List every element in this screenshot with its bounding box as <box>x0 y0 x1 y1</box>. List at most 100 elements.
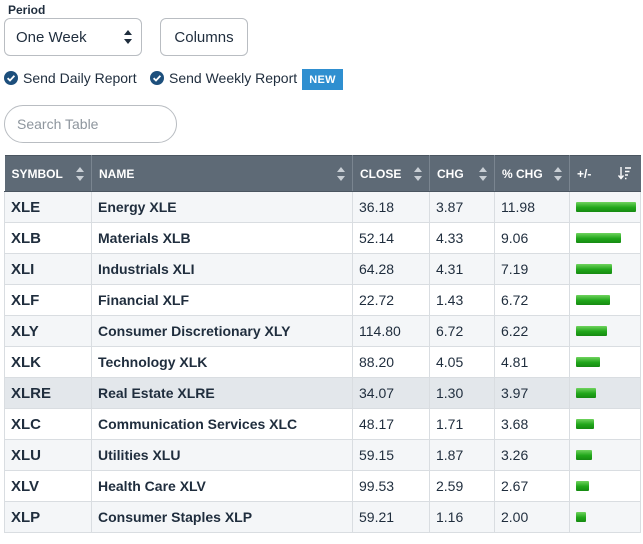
pct-chg-cell: 9.06 <box>494 222 570 254</box>
header-name[interactable]: NAME <box>91 155 353 192</box>
performance-bar-cell <box>569 408 641 440</box>
table-row[interactable]: XLU Utilities XLU 59.15 1.87 3.26 <box>4 439 641 471</box>
performance-bar <box>576 388 596 398</box>
chg-cell: 2.59 <box>429 470 495 502</box>
pct-chg-cell: 3.97 <box>494 377 570 409</box>
symbol-cell: XLV <box>4 470 92 502</box>
name-link[interactable]: Technology XLK <box>91 346 353 378</box>
pct-chg-cell: 11.98 <box>494 191 570 223</box>
name-link[interactable]: Industrials XLI <box>91 253 353 285</box>
pct-chg-cell: 3.26 <box>494 439 570 471</box>
chg-cell: 1.87 <box>429 439 495 471</box>
pct-chg-cell: 6.22 <box>494 315 570 347</box>
performance-bar <box>576 419 594 429</box>
sector-table: SYMBOL NAME CLOSE CHG % CHG +/- <box>4 155 641 533</box>
name-link[interactable]: Health Care XLV <box>91 470 353 502</box>
header-symbol[interactable]: SYMBOL <box>4 155 92 192</box>
columns-button[interactable]: Columns <box>160 18 248 56</box>
performance-bar <box>576 202 636 212</box>
performance-bar <box>576 295 610 305</box>
name-link[interactable]: Consumer Staples XLP <box>91 501 353 533</box>
table-header-row: SYMBOL NAME CLOSE CHG % CHG +/- <box>4 155 641 192</box>
period-label: Period <box>8 3 46 17</box>
performance-bar-cell <box>569 191 641 223</box>
table-row[interactable]: XLE Energy XLE 36.18 3.87 11.98 <box>4 191 641 223</box>
header-pct-chg[interactable]: % CHG <box>494 155 570 192</box>
name-link[interactable]: Financial XLF <box>91 284 353 316</box>
performance-bar-cell <box>569 501 641 533</box>
header-chg[interactable]: CHG <box>429 155 495 192</box>
header-pct-chg-label: % CHG <box>502 166 543 181</box>
send-daily-report-option[interactable]: Send Daily Report <box>4 70 137 86</box>
table-row[interactable]: XLF Financial XLF 22.72 1.43 6.72 <box>4 284 641 316</box>
check-circle-icon[interactable] <box>4 71 18 85</box>
header-plus-minus-label: +/- <box>577 166 592 181</box>
table-row[interactable]: XLRE Real Estate XLRE 34.07 1.30 3.97 <box>4 377 641 409</box>
performance-bar <box>576 233 621 243</box>
chg-cell: 3.87 <box>429 191 495 223</box>
name-link[interactable]: Utilities XLU <box>91 439 353 471</box>
performance-bar <box>576 357 600 367</box>
table-row[interactable]: XLY Consumer Discretionary XLY 114.80 6.72 6… <box>4 315 641 347</box>
chg-cell: 1.16 <box>429 501 495 533</box>
pct-chg-cell: 3.68 <box>494 408 570 440</box>
search-table-input[interactable] <box>4 105 177 143</box>
name-link[interactable]: Consumer Discretionary XLY <box>91 315 353 347</box>
symbol-cell: XLI <box>4 253 92 285</box>
pct-chg-cell: 4.81 <box>494 346 570 378</box>
header-close[interactable]: CLOSE <box>352 155 430 192</box>
pct-chg-cell: 2.00 <box>494 501 570 533</box>
performance-bar-cell <box>569 377 641 409</box>
name-link[interactable]: Real Estate XLRE <box>91 377 353 409</box>
performance-bar-cell <box>569 439 641 471</box>
symbol-cell: XLF <box>4 284 92 316</box>
chg-cell: 1.43 <box>429 284 495 316</box>
performance-bar <box>576 512 586 522</box>
header-close-label: CLOSE <box>360 166 402 181</box>
table-row[interactable]: XLP Consumer Staples XLP 59.21 1.16 2.00 <box>4 501 641 533</box>
check-circle-icon[interactable] <box>150 71 164 85</box>
close-cell: 99.53 <box>352 470 430 502</box>
pct-chg-cell: 7.19 <box>494 253 570 285</box>
header-symbol-label: SYMBOL <box>11 166 63 181</box>
pct-chg-cell: 2.67 <box>494 470 570 502</box>
period-select-value: One Week <box>16 28 87 46</box>
send-daily-report-label: Send Daily Report <box>23 70 137 86</box>
header-plus-minus[interactable]: +/- <box>569 155 641 192</box>
table-row[interactable]: XLV Health Care XLV 99.53 2.59 2.67 <box>4 470 641 502</box>
performance-bar-cell <box>569 315 641 347</box>
close-cell: 36.18 <box>352 191 430 223</box>
sort-icon <box>479 167 487 181</box>
close-cell: 114.80 <box>352 315 430 347</box>
table-row[interactable]: XLI Industrials XLI 64.28 4.31 7.19 <box>4 253 641 285</box>
performance-bar-cell <box>569 470 641 502</box>
symbol-cell: XLE <box>4 191 92 223</box>
performance-bar-cell <box>569 253 641 285</box>
name-link[interactable]: Materials XLB <box>91 222 353 254</box>
sort-icon <box>554 167 562 181</box>
symbol-cell: XLU <box>4 439 92 471</box>
chg-cell: 4.33 <box>429 222 495 254</box>
pct-chg-cell: 6.72 <box>494 284 570 316</box>
performance-bar <box>576 326 607 336</box>
send-weekly-report-option[interactable]: Send Weekly Report <box>150 70 297 86</box>
send-weekly-report-label: Send Weekly Report <box>169 70 298 86</box>
updown-arrows-icon <box>124 30 132 44</box>
performance-bar <box>576 450 592 460</box>
table-row[interactable]: XLK Technology XLK 88.20 4.05 4.81 <box>4 346 641 378</box>
symbol-cell: XLP <box>4 501 92 533</box>
table-row[interactable]: XLB Materials XLB 52.14 4.33 9.06 <box>4 222 641 254</box>
sort-icon <box>76 167 84 181</box>
name-link[interactable]: Energy XLE <box>91 191 353 223</box>
symbol-cell: XLY <box>4 315 92 347</box>
new-badge: NEW <box>302 69 343 90</box>
table-row[interactable]: XLC Communication Services XLC 48.17 1.71 3.… <box>4 408 641 440</box>
header-name-label: NAME <box>99 166 135 181</box>
name-link[interactable]: Communication Services XLC <box>91 408 353 440</box>
sort-icon <box>414 167 422 181</box>
close-cell: 52.14 <box>352 222 430 254</box>
symbol-cell: XLB <box>4 222 92 254</box>
chg-cell: 1.30 <box>429 377 495 409</box>
close-cell: 59.15 <box>352 439 430 471</box>
period-select[interactable]: One Week <box>4 18 142 56</box>
